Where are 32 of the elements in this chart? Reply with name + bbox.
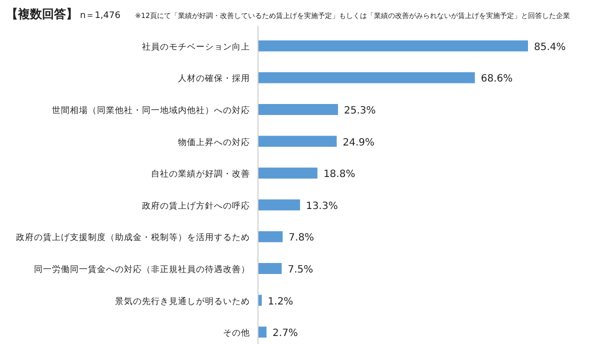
data-label: 7.5% <box>288 264 314 276</box>
y-tick-label: 政府の賃上げ支援制度（助成金・税制等）を活用するため <box>16 232 250 244</box>
y-tick-label: 社員のモチベーション向上 <box>142 41 250 52</box>
y-tick-label: 人材の確保・採用 <box>178 73 250 84</box>
bar <box>258 72 475 84</box>
data-label: 85.4% <box>534 42 566 53</box>
data-label: 1.2% <box>268 296 294 308</box>
data-label: 13.3% <box>306 200 338 212</box>
y-tick-label: 世間相場（同業他社・同一地域内他社）への対応 <box>52 105 250 116</box>
text: n＝1,476 <box>80 11 121 21</box>
data-label: 25.3% <box>344 106 376 116</box>
y-tick-label: 物価上昇への対応 <box>178 136 250 148</box>
y-tick-label: 政府の賃上げ方針への呼応 <box>142 200 250 212</box>
data-label: 7.8% <box>288 232 314 244</box>
text: 【複数回答】 <box>6 7 78 21</box>
bar <box>258 104 338 115</box>
data-label: 2.7% <box>272 328 298 340</box>
y-tick-label: 同一労働同一賃金への対応（非正規社員の待遇改善） <box>34 264 250 275</box>
bar <box>258 199 300 210</box>
bar <box>258 326 267 338</box>
bar <box>258 263 282 274</box>
data-label: 24.9% <box>342 137 375 148</box>
y-tick-label: 自社の業績が好調・改善 <box>151 168 250 180</box>
bar <box>258 294 262 306</box>
bar <box>258 168 318 179</box>
data-label: 68.6% <box>480 74 513 85</box>
y-tick-label: 景気の先行き見通しが明るいため <box>115 296 250 307</box>
data-label: 18.8% <box>323 169 356 180</box>
bar <box>258 231 283 242</box>
bar <box>258 40 528 52</box>
bar <box>258 136 337 147</box>
y-tick-label: その他 <box>223 328 250 339</box>
